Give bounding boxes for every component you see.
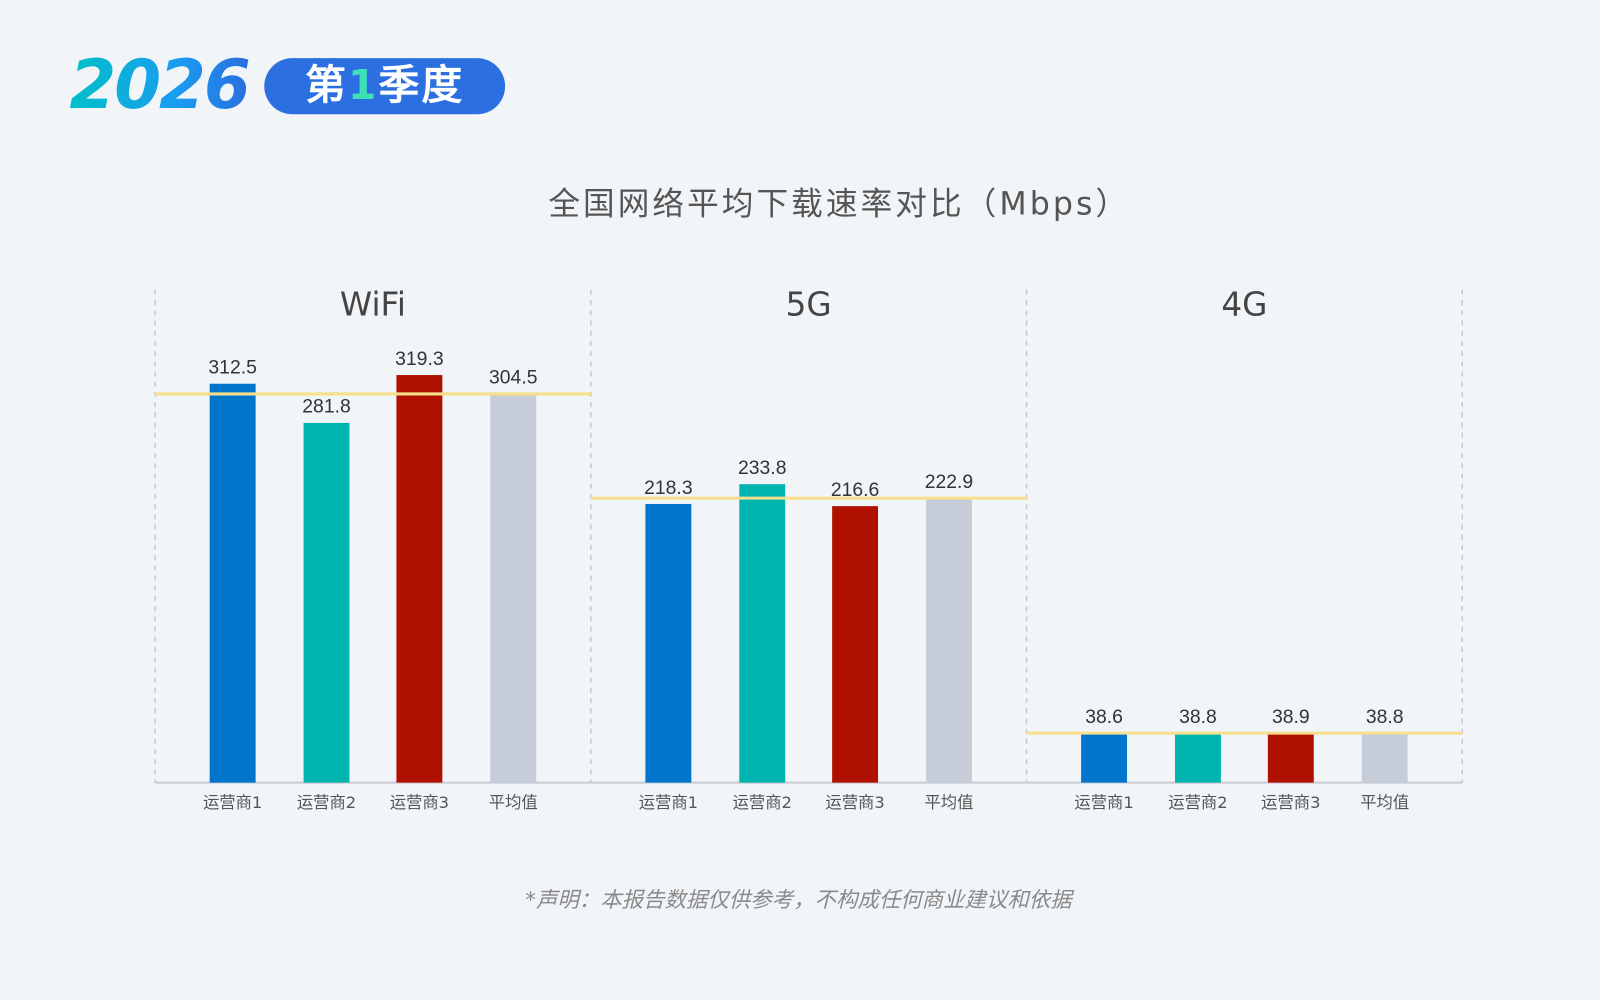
data-label: 38.6: [1085, 706, 1123, 728]
category-label: 运营商3: [1261, 793, 1320, 812]
quarter-badge: 第1季度: [264, 58, 506, 115]
category-label: 运营商3: [390, 793, 449, 812]
data-label: 233.8: [738, 457, 787, 479]
data-label: 319.3: [395, 348, 444, 370]
bar-5g-2: [739, 484, 786, 783]
data-label: 216.6: [831, 479, 880, 501]
bar-4g-4: [1361, 733, 1408, 783]
bar-wifi-3: [396, 375, 443, 783]
year-logo: 2026: [69, 45, 250, 127]
data-label: 38.8: [1179, 706, 1217, 728]
bar-wifi-4: [490, 393, 537, 783]
data-label: 218.3: [644, 477, 693, 499]
data-label: 281.8: [302, 396, 350, 418]
category-label: 平均值: [924, 793, 973, 812]
data-label: 222.9: [925, 471, 974, 493]
data-label: 38.8: [1366, 706, 1404, 728]
bar-5g-3: [832, 506, 879, 783]
bar-5g-1: [645, 503, 692, 783]
data-label: 304.5: [489, 367, 538, 389]
panel-title-5g: 5G: [786, 285, 832, 323]
bar-4g-3: [1267, 732, 1314, 783]
data-label: 312.5: [208, 357, 257, 379]
data-label: 38.9: [1272, 706, 1310, 728]
category-label: 平均值: [489, 793, 538, 812]
category-label: 运营商2: [733, 793, 792, 812]
bar-wifi-2: [303, 422, 350, 783]
panel-title-4g: 4G: [1221, 285, 1267, 323]
category-label: 运营商1: [1074, 793, 1133, 812]
category-label: 运营商3: [825, 793, 884, 812]
bar-4g-1: [1081, 733, 1128, 783]
panel-title-wifi: WiFi: [340, 285, 406, 323]
quarter-prefix: 第: [305, 62, 349, 110]
category-label: 运营商2: [297, 793, 356, 812]
bar-4g-2: [1174, 733, 1221, 783]
category-label: 平均值: [1360, 793, 1409, 812]
bar-5g-4: [926, 498, 972, 783]
disclaimer: *声明：本报告数据仅供参考，不构成任何商业建议和依据: [525, 887, 1072, 913]
chart-title: 全国网络平均下载速率对比（Mbps）: [548, 185, 1131, 223]
quarter-suffix: 季度: [378, 62, 465, 110]
category-label: 运营商1: [203, 793, 262, 812]
category-label: 运营商1: [639, 793, 698, 812]
category-label: 运营商2: [1168, 793, 1227, 812]
bar-wifi-1: [209, 383, 256, 783]
quarter-number: 1: [348, 62, 379, 110]
